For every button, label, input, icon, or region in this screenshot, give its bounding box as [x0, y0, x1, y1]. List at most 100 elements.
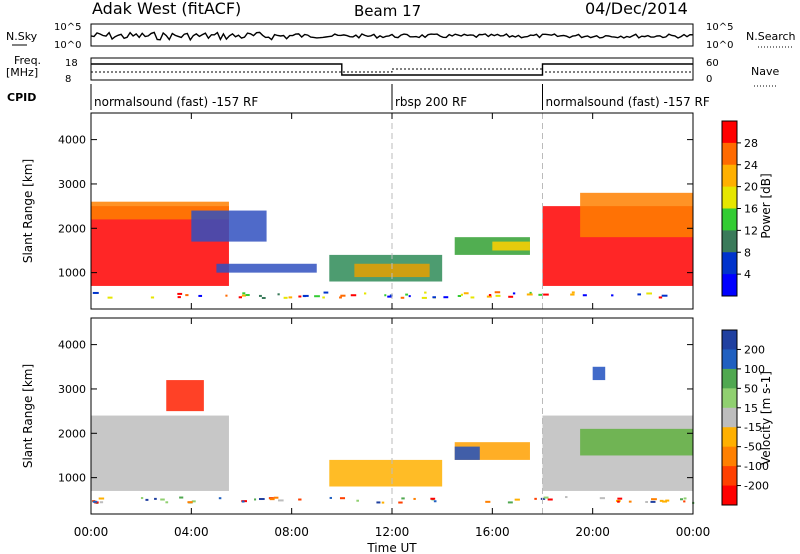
cpid-segment-label: rbsp 200 RF	[395, 95, 467, 109]
scatter-point	[526, 293, 533, 296]
scatter-point	[339, 497, 346, 500]
scatter-point	[150, 296, 155, 299]
time-axis: 00:00 04:00 08:00 12:00 16:00 20:00 00:00	[74, 113, 710, 539]
cpid-label: CPID	[7, 91, 36, 104]
heatmap-region	[580, 428, 693, 456]
scatter-point	[185, 294, 189, 297]
scatter-point	[665, 499, 670, 502]
scatter-point	[529, 291, 532, 294]
scatter-point	[460, 293, 464, 296]
scatter-point	[405, 293, 409, 296]
colorbar-tick-label: 200	[744, 343, 765, 356]
colorbar-tick-label: -200	[744, 480, 769, 493]
x-tick-label: 16:00	[475, 525, 510, 539]
scatter-point	[571, 291, 575, 294]
scatter-point	[400, 296, 405, 299]
scatter-point	[650, 500, 656, 503]
scatter-point	[408, 295, 411, 298]
scatter-point	[160, 498, 165, 501]
scatter-point	[547, 498, 553, 501]
scatter-point	[599, 497, 605, 500]
x-tick-label: 04:00	[174, 525, 209, 539]
power-ylabel: Slant Range [km]	[21, 159, 35, 263]
scatter-point	[486, 295, 492, 298]
y-tick-label: 4000	[58, 134, 86, 147]
scatter-point	[683, 500, 686, 503]
x-tick-label: 20:00	[575, 525, 610, 539]
scatter-point	[488, 294, 492, 297]
heatmap-region	[492, 241, 530, 251]
colorbar-swatch	[722, 121, 737, 144]
scatter-point	[651, 498, 657, 501]
nsky-panel	[90, 23, 694, 47]
colorbar-swatch	[722, 252, 737, 275]
colorbar-tick-label: 16	[744, 203, 758, 216]
y-tick-label: 1000	[58, 472, 86, 485]
scatter-point	[145, 498, 149, 501]
scatter-point	[258, 498, 265, 501]
scatter-point	[278, 499, 284, 502]
scatter-point	[191, 500, 196, 503]
scatter-point	[389, 294, 393, 297]
scatter-point	[177, 292, 183, 295]
scatter-point	[277, 293, 280, 296]
scatter-point	[245, 294, 250, 297]
scatter-point	[570, 293, 575, 296]
colorbar-swatch	[722, 208, 737, 231]
scatter-point	[283, 296, 288, 299]
scatter-point	[645, 500, 648, 503]
nsky-label: N.Sky	[6, 30, 38, 43]
power-heatmap: 1000 2000 3000 4000	[58, 113, 693, 309]
scatter-point	[637, 293, 642, 296]
scatter-point	[238, 296, 242, 299]
scatter-point	[356, 499, 359, 502]
scatter-point	[218, 497, 222, 500]
nave-trace	[91, 68, 693, 73]
scatter-point	[298, 498, 302, 501]
scatter-point	[485, 500, 491, 503]
scatter-point	[543, 293, 549, 296]
scatter-point	[432, 296, 436, 299]
scatter-point	[302, 294, 309, 297]
colorbar-tick-label: 100	[744, 363, 765, 376]
freq-unit: [MHz]	[6, 66, 38, 79]
scatter-point	[381, 501, 385, 504]
colorbar-swatch	[722, 274, 737, 297]
colorbar-tick-label: 12	[744, 224, 758, 237]
cpid-segments: normalsound (fast) -157 RF rbsp 200 RF nor…	[90, 84, 710, 110]
scatter-point	[507, 501, 513, 504]
heatmap-region	[329, 459, 443, 487]
beam-title: Beam 17	[354, 2, 421, 20]
scatter-point	[154, 497, 157, 500]
time-axis-label: Time UT	[366, 541, 417, 554]
scatter-point	[340, 294, 346, 297]
colorbar-tick-label: 8	[744, 246, 751, 259]
scatter-point	[376, 501, 381, 504]
scatter-point	[323, 291, 329, 294]
scatter-point	[413, 497, 416, 500]
scatter-point	[107, 296, 113, 299]
scatter-point	[617, 497, 623, 500]
colorbar-swatch	[722, 368, 737, 389]
y-tick-label: 2000	[58, 427, 86, 440]
scatter-point	[424, 291, 427, 294]
y-tick-label: 3000	[58, 178, 86, 191]
scatter-point	[659, 499, 664, 502]
colorbar-swatch	[722, 466, 737, 487]
scatter-point	[463, 292, 469, 295]
freq-trace	[91, 63, 693, 76]
nsearch-tick-top: 10^5	[706, 22, 733, 33]
scatter-point	[241, 294, 246, 297]
scatter-point	[242, 292, 246, 295]
colorbar-frame	[721, 329, 738, 506]
heatmap-region	[354, 263, 430, 278]
scatter-point	[543, 496, 549, 499]
site-title: Adak West (fitACF)	[92, 0, 241, 18]
velocity-colorbar-label: Velocity [m s-1]	[759, 371, 773, 465]
x-tick-label: 12:00	[375, 525, 410, 539]
colorbar-tick-label: -100	[744, 460, 769, 473]
scatter-point	[241, 500, 245, 503]
heatmap-region	[191, 210, 267, 242]
scatter-point	[258, 294, 262, 297]
